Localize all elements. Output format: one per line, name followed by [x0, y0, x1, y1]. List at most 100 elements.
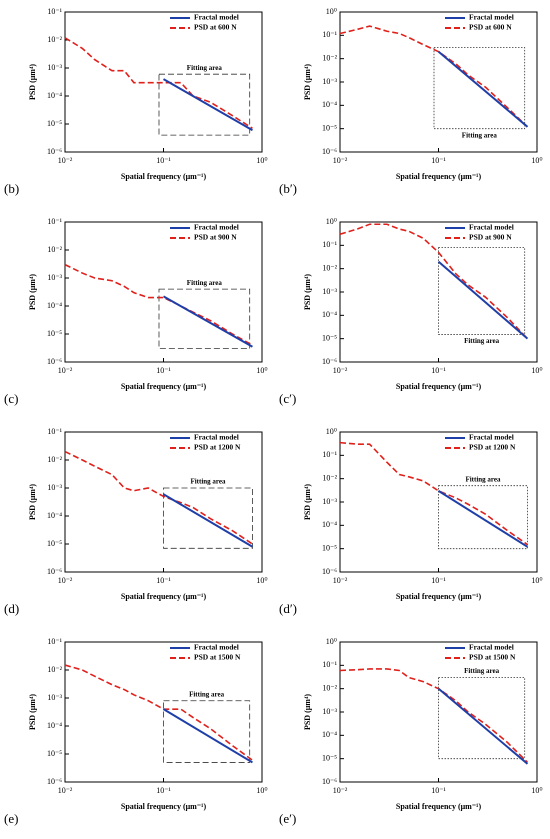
- data-line: [339, 223, 529, 340]
- y-tick-label: 10⁻¹: [47, 427, 62, 436]
- legend-label: PSD at 600 N: [469, 23, 512, 32]
- y-tick-label: 10⁻¹: [47, 217, 62, 226]
- y-tick-label: 10⁻⁴: [47, 721, 62, 730]
- data-line: [437, 687, 529, 765]
- data-line: [64, 263, 253, 346]
- x-axis-title: Spatial frequency (μm⁻¹): [121, 382, 207, 391]
- x-axis-title: Spatial frequency (μm⁻¹): [121, 592, 207, 601]
- x-tick-label: 10⁰: [531, 366, 542, 375]
- panel-label: (e): [4, 811, 18, 826]
- y-tick-label: 10⁻⁶: [47, 357, 62, 366]
- fitting-box: [438, 677, 526, 760]
- y-tick-label: 10⁻⁶: [322, 777, 337, 786]
- x-tick-label: 10⁰: [256, 576, 267, 585]
- data-line: [437, 260, 529, 340]
- y-tick-label: 10⁻²: [47, 665, 62, 674]
- data-line: [339, 668, 529, 763]
- y-tick-label: 10⁻⁶: [322, 147, 337, 156]
- y-tick-label: 10⁻²: [322, 473, 337, 482]
- y-tick-label: 10⁻³: [322, 707, 337, 716]
- legend-label: PSD at 600 N: [194, 23, 237, 32]
- y-tick-label: 10⁻³: [47, 63, 62, 72]
- x-tick-label: 10⁻¹: [156, 786, 171, 795]
- y-tick-label: 10⁻⁶: [47, 147, 62, 156]
- x-tick-label: 10⁻²: [58, 366, 73, 375]
- y-axis-title: PSD (μm⁴): [28, 694, 37, 730]
- x-tick-label: 10⁻¹: [431, 576, 446, 585]
- x-tick-label: 10⁻¹: [431, 366, 446, 375]
- x-tick-label: 10⁰: [256, 786, 267, 795]
- legend-label: Fractal model: [194, 223, 239, 232]
- plot-frame: [339, 431, 538, 573]
- y-tick-label: 10⁰: [326, 637, 337, 646]
- legend-label: Fractal model: [469, 643, 514, 652]
- fitting-box: [158, 73, 251, 136]
- y-axis-title: PSD (μm⁴): [303, 694, 312, 730]
- y-tick-label: 10⁻²: [322, 263, 337, 272]
- annotation: Fitting area: [465, 475, 501, 483]
- x-tick-label: 10⁻²: [333, 156, 348, 165]
- data-line: [339, 25, 529, 128]
- x-axis-title: Spatial frequency (μm⁻¹): [396, 592, 482, 601]
- legend-label: Fractal model: [194, 433, 239, 442]
- y-tick-label: 10⁻³: [322, 497, 337, 506]
- y-tick-label: 10⁻⁵: [322, 543, 337, 552]
- panel-label: (c′): [279, 391, 296, 406]
- y-tick-label: 10⁻²: [47, 35, 62, 44]
- y-tick-label: 10⁻⁴: [47, 301, 62, 310]
- y-tick-label: 10⁻⁶: [47, 777, 62, 786]
- plot-frame: [64, 221, 263, 363]
- annotation: Fitting area: [187, 64, 223, 72]
- data-line: [339, 441, 528, 546]
- annotation: Fitting area: [189, 690, 225, 698]
- panel-label: (d′): [279, 601, 297, 616]
- legend-label: Fractal model: [194, 643, 239, 652]
- plot-frame: [64, 11, 263, 153]
- y-tick-label: 10⁻⁴: [322, 520, 337, 529]
- legend-label: PSD at 900 N: [469, 233, 512, 242]
- x-tick-label: 10⁻¹: [156, 576, 171, 585]
- legend-label: Fractal model: [469, 433, 514, 442]
- y-tick-label: 10⁻¹: [322, 240, 337, 249]
- data-line: [437, 490, 528, 548]
- legend-label: Fractal model: [469, 223, 514, 232]
- y-tick-label: 10⁻⁵: [322, 333, 337, 342]
- legend-label: PSD at 900 N: [194, 233, 237, 242]
- data-line: [162, 493, 253, 548]
- panel-label: (c): [4, 391, 18, 406]
- y-axis-title: PSD (μm⁴): [303, 484, 312, 520]
- annotation: Fitting area: [464, 667, 500, 675]
- x-tick-label: 10⁻²: [58, 576, 73, 585]
- data-line: [163, 295, 253, 348]
- y-tick-label: 10⁻⁴: [322, 730, 337, 739]
- x-tick-label: 10⁻²: [58, 156, 73, 165]
- y-tick-label: 10⁻³: [322, 77, 337, 86]
- y-tick-label: 10⁻⁵: [322, 123, 337, 132]
- x-axis-title: Spatial frequency (μm⁻¹): [121, 172, 207, 181]
- annotation: Fitting area: [187, 279, 223, 287]
- data-line: [162, 708, 253, 764]
- x-tick-label: 10⁰: [531, 156, 542, 165]
- x-tick-label: 10⁰: [531, 786, 542, 795]
- legend-label: PSD at 1500 N: [194, 653, 241, 662]
- x-tick-label: 10⁻²: [333, 366, 348, 375]
- legend-label: Fractal model: [194, 13, 239, 22]
- x-axis-title: Spatial frequency (μm⁻¹): [396, 172, 482, 181]
- plot-frame: [339, 221, 538, 363]
- x-tick-label: 10⁻¹: [156, 156, 171, 165]
- y-tick-label: 10⁻⁵: [322, 753, 337, 762]
- y-tick-label: 10⁻⁵: [47, 539, 62, 548]
- y-tick-label: 10⁻⁶: [322, 357, 337, 366]
- y-tick-label: 10⁻¹: [322, 660, 337, 669]
- x-tick-label: 10⁻¹: [431, 156, 446, 165]
- x-tick-label: 10⁰: [531, 576, 542, 585]
- x-tick-label: 10⁻²: [333, 786, 348, 795]
- fitting-box: [163, 487, 253, 549]
- panel-label: (b′): [279, 181, 297, 196]
- fitting-box: [433, 47, 526, 130]
- y-tick-label: 10⁻⁵: [47, 329, 62, 338]
- y-tick-label: 10⁻³: [47, 273, 62, 282]
- legend-label: PSD at 1200 N: [469, 443, 516, 452]
- legend-label: Fractal model: [469, 13, 514, 22]
